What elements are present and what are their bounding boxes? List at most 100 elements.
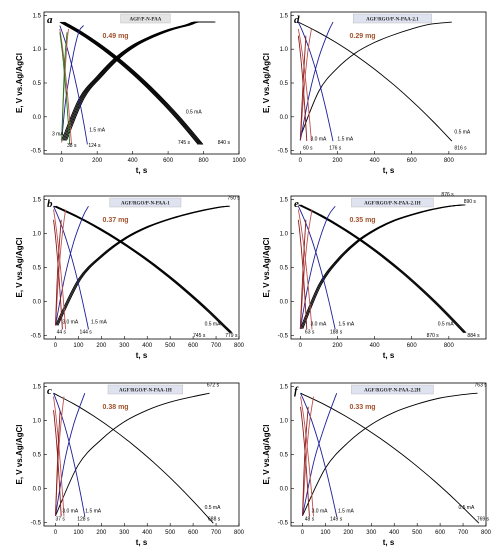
- charge-curve: [64, 21, 215, 141]
- y-tick-label: 0.0: [280, 115, 289, 121]
- x-tick-label: 600: [188, 343, 199, 349]
- annotation: 60 s: [303, 145, 313, 151]
- annotation: 840 s: [218, 140, 231, 146]
- discharge-curve: [63, 21, 203, 145]
- y-tick-label: 1.5: [33, 13, 42, 19]
- discharge-curve: [55, 205, 233, 334]
- annotation: 188 s: [330, 330, 343, 336]
- discharge-curve: [54, 205, 232, 334]
- panel-title: AGF/RGO/P-N-PAA-2.2H: [364, 389, 421, 394]
- y-tick-label: 0.5: [33, 81, 42, 87]
- x-tick-label: 700: [211, 343, 222, 349]
- mass-label: 0.37 mg: [103, 217, 129, 224]
- y-tick-label: 1.0: [33, 418, 42, 424]
- annotation: 779 s: [225, 333, 238, 339]
- charge-curve: [301, 204, 465, 329]
- annotation: 124 s: [88, 143, 101, 149]
- y-tick-label: -0.5: [278, 149, 289, 155]
- x-tick-label: 800: [481, 530, 492, 536]
- y-tick-label: 0.5: [33, 453, 42, 459]
- series-1: [300, 393, 338, 517]
- annotation: 3.0 mA: [311, 136, 328, 142]
- charge-curve: [55, 205, 228, 326]
- y-axis-label: E, V vs.Ag/AgCl: [262, 237, 271, 297]
- mass-label: 0.49 mg: [103, 33, 129, 40]
- charge-curve: [61, 25, 85, 141]
- charge-curve: [302, 392, 478, 516]
- series-0: [298, 204, 467, 334]
- x-tick-label: 400: [128, 158, 139, 164]
- annotation: 876 s: [441, 192, 454, 198]
- annotation: 0.5 mA: [205, 321, 222, 327]
- panel-letter: c: [47, 385, 52, 397]
- x-tick-label: 0: [299, 158, 303, 164]
- annotation: 0.5 mA: [205, 505, 222, 511]
- x-tick-label: 300: [366, 530, 377, 536]
- discharge-curve: [61, 21, 201, 145]
- x-tick-label: 200: [343, 530, 354, 536]
- charge-curve: [62, 21, 212, 141]
- annotation: 745 s: [178, 140, 191, 146]
- annotation: 1.5 mA: [89, 128, 106, 134]
- charge-curve: [299, 21, 452, 138]
- discharge-curve: [53, 396, 65, 517]
- series-3: [297, 35, 308, 142]
- series-2: [53, 396, 65, 517]
- annotation: 688 s: [208, 517, 221, 523]
- annotation: 763 s: [475, 382, 488, 388]
- y-tick-label: -0.5: [31, 149, 42, 155]
- y-tick-label: 1.5: [33, 384, 42, 390]
- discharge-curve: [300, 396, 314, 517]
- x-axis-label: t, s: [383, 351, 395, 360]
- discharge-curve: [297, 219, 308, 330]
- series-3: [297, 219, 308, 330]
- annotation: 1.5 mA: [338, 321, 355, 327]
- y-tick-label: 1.5: [280, 197, 289, 203]
- series-0: [59, 21, 216, 145]
- annotation: 44 s: [57, 330, 67, 336]
- title-box: [109, 197, 182, 208]
- annotation: 1.5 mA: [338, 508, 355, 514]
- x-tick-label: 300: [119, 530, 130, 536]
- y-axis-label: E, V vs.Ag/AgCl: [262, 53, 271, 113]
- plot-frame: [43, 195, 240, 340]
- charge-curve: [56, 205, 229, 326]
- charge-curve: [299, 28, 312, 141]
- x-axis-label: t, s: [383, 166, 395, 175]
- series-2: [300, 396, 314, 517]
- mass-label: 0.29 mg: [350, 33, 376, 40]
- discharge-curve: [59, 32, 71, 145]
- panel-letter: e: [294, 198, 299, 210]
- mass-label: 0.35 mg: [350, 217, 376, 224]
- panel-f: 0 100 200 300 400 500 600 700 800 -0.5 0.0 0.5 1.0 1.…: [262, 382, 492, 547]
- charge-curve: [63, 21, 214, 141]
- discharge-curve: [59, 28, 72, 145]
- charge-curve: [299, 209, 313, 329]
- panel-e: 0 200 400 600 800 -0.5 0.0 0.5 1.0 1.5 t, s E, V vs…: [262, 192, 487, 360]
- y-tick-label: -0.5: [278, 521, 289, 527]
- charge-curve: [55, 209, 67, 326]
- x-tick-label: 800: [444, 343, 455, 349]
- annotation: 63 s: [305, 330, 315, 336]
- annotation: 745 s: [193, 333, 206, 339]
- annotation: 884 s: [467, 333, 480, 339]
- discharge-curve: [300, 392, 480, 524]
- y-tick-label: 0.5: [280, 266, 289, 272]
- y-axis-label: E, V vs.Ag/AgCl: [15, 237, 24, 297]
- x-axis-label: t, s: [136, 538, 148, 547]
- x-tick-label: 0: [54, 343, 58, 349]
- x-axis-label: t, s: [383, 538, 395, 547]
- series-1: [53, 205, 89, 330]
- discharge-curve: [53, 219, 63, 330]
- series-0: [298, 21, 453, 142]
- annotation: 144 s: [80, 330, 93, 336]
- discharge-curve: [60, 21, 200, 145]
- x-tick-label: 200: [92, 158, 103, 164]
- discharge-curve: [298, 204, 465, 334]
- y-tick-label: 0.0: [33, 487, 42, 493]
- discharge-curve: [59, 21, 199, 145]
- x-tick-label: 600: [163, 158, 174, 164]
- x-axis-label: t, s: [136, 166, 148, 175]
- title-box: [107, 384, 184, 395]
